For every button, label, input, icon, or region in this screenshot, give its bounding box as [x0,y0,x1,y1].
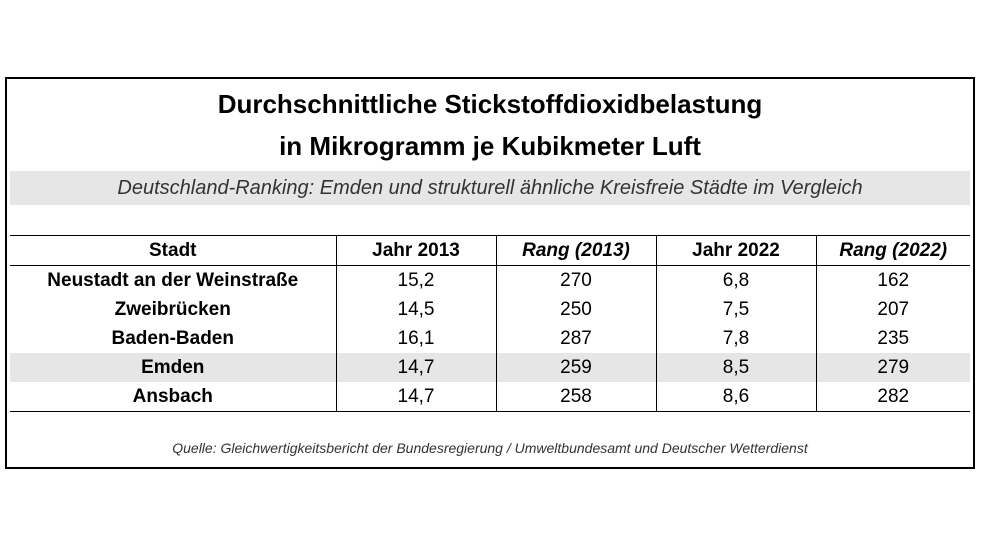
header-rang-2013: Rang (2013) [495,235,656,266]
rank-2022-cell: 162 [815,265,970,295]
value-2013-cell: 14,7 [335,382,496,412]
rank-2022-cell: 207 [815,295,970,324]
rank-2013-cell: 258 [495,382,656,412]
table-row: Zweibrücken 14,5 250 7,5 207 [10,295,970,324]
subtitle: Deutschland-Ranking: Emden und strukture… [10,171,970,205]
value-2013-cell: 14,7 [335,353,496,382]
rank-2013-cell: 287 [495,324,656,353]
value-2022-cell: 6,8 [655,265,816,295]
data-table: Stadt Jahr 2013 Rang (2013) Jahr 2022 Ra… [10,235,970,412]
table-row: Neustadt an der Weinstraße 15,2 270 6,8 … [10,265,970,295]
value-2022-cell: 7,5 [655,295,816,324]
value-2022-cell: 8,6 [655,382,816,412]
table-row-highlighted: Emden 14,7 259 8,5 279 [10,353,970,382]
value-2022-cell: 8,5 [655,353,816,382]
value-2013-cell: 15,2 [335,265,496,295]
title-line-2: in Mikrogramm je Kubikmeter Luft [279,131,701,161]
city-cell: Zweibrücken [114,298,231,320]
header-stadt: Stadt [10,235,336,266]
value-2013-cell: 14,5 [335,295,496,324]
table-row: Ansbach 14,7 258 8,6 282 [10,382,970,412]
city-cell: Baden-Baden [111,327,234,349]
infographic-frame: Durchschnittliche Stickstoffdioxidbelast… [5,77,975,469]
rank-2022-cell: 282 [815,382,970,412]
city-cell: Ansbach [10,382,336,412]
table-row: Baden-Baden 16,1 287 7,8 235 [10,324,970,353]
rank-2013-cell: 259 [495,353,656,382]
header-jahr-2022: Jahr 2022 [655,235,816,266]
header-jahr-2013: Jahr 2013 [335,235,496,266]
header-rang-2022: Rang (2022) [815,235,970,266]
city-cell: Emden [10,353,336,382]
rank-2013-cell: 270 [495,265,656,295]
rank-2013-cell: 250 [495,295,656,324]
city-cell: Neustadt an der Weinstraße [47,269,299,291]
rank-2022-cell: 279 [815,353,970,382]
rank-2022-cell: 235 [815,324,970,353]
title-line-1: Durchschnittliche Stickstoffdioxidbelast… [217,89,763,119]
value-2022-cell: 7,8 [655,324,816,353]
value-2013-cell: 16,1 [335,324,496,353]
source-note: Quelle: Gleichwertigkeitsbericht der Bun… [172,440,808,456]
table-header-row: Stadt Jahr 2013 Rang (2013) Jahr 2022 Ra… [10,235,970,266]
